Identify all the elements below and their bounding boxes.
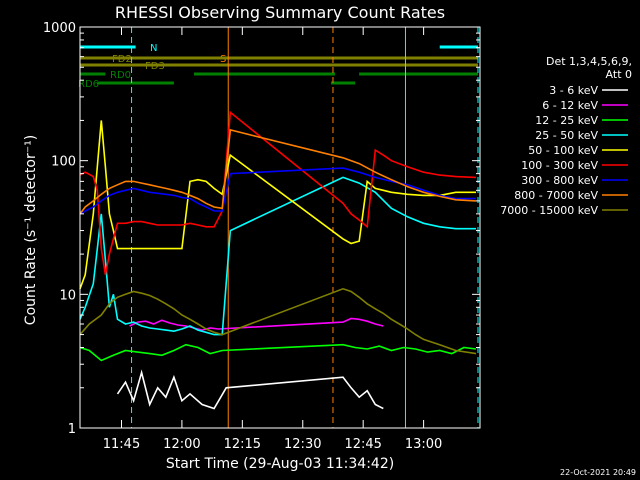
legend-entry-label: 800 - 7000 keV [514,189,598,202]
legend-entry-label: 12 - 25 keV [535,114,598,127]
y-tick-label: 100 [51,155,76,170]
x-tick-label: 12:15 [224,437,261,452]
series-line-50-100-kev [79,120,476,290]
legend-header: Det 1,3,4,5,6,9, [546,55,632,68]
flag-label-fd3: FD3 [145,61,165,72]
x-tick-label: 12:30 [284,437,321,452]
plot-area: NSFD2FD3RD0RD611:4512:0012:1512:3012:451… [43,21,481,452]
x-tick-label: 12:00 [163,437,200,452]
legend-entry-label: 6 - 12 keV [542,99,598,112]
series-line-7000-15000-kev [79,287,477,355]
y-tick-label: 1000 [43,21,76,36]
flag-label-rd6: RD6 [78,79,99,90]
legend-entry-label: 25 - 50 keV [535,129,598,142]
series-line-3-6-kev [116,369,384,410]
series-line-25-50-kev [79,176,476,336]
x-tick-label: 12:45 [344,437,381,452]
chart-title: RHESSI Observing Summary Count Rates [115,3,445,22]
series-line-800-7000-kev [79,128,477,215]
legend-entry-label: 3 - 6 keV [549,84,598,97]
series-line-12-25-kev [79,343,477,362]
x-tick-label: 11:45 [103,437,140,452]
flag-label-n: N [150,43,157,54]
flag-label-fd2: FD2 [112,54,132,65]
legend: Det 1,3,4,5,6,9,Att 0 3 - 6 keV 6 - 12 keV… [500,55,632,217]
series-line-6-12-kev [129,317,384,331]
legend-entry-label: 50 - 100 keV [528,144,598,157]
footer-date: 22-Oct-2021 20:49 [560,468,636,477]
flag-label-rd0: RD0 [110,70,131,81]
y-axis-label: Count Rate (s⁻¹ detector⁻¹) [23,135,39,325]
series-line-100-300-kev [79,110,477,275]
x-tick-label: 13:00 [405,437,442,452]
legend-entry-label: 100 - 300 keV [521,159,598,172]
x-axis-label: Start Time (29-Aug-03 11:34:42) [166,456,394,472]
legend-header: Att 0 [606,68,632,81]
y-tick-label: 1 [68,422,76,437]
plot-frame [79,26,481,429]
legend-entry-label: 7000 - 15000 keV [500,204,598,217]
legend-entry-label: 300 - 800 keV [521,174,598,187]
y-tick-label: 10 [59,288,76,303]
